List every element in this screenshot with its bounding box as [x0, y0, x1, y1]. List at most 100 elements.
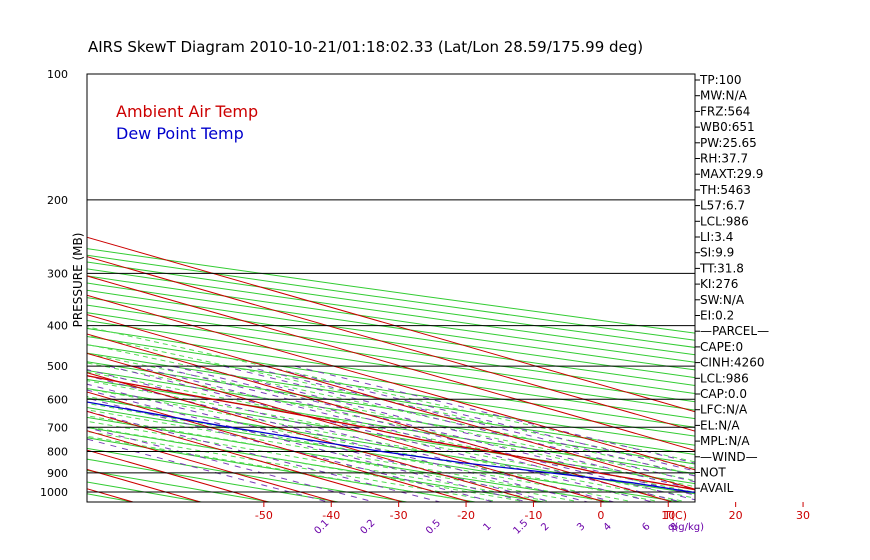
dry-adiabat [87, 369, 695, 465]
index-item: LCL:986 [700, 214, 749, 228]
mixing-ratio-tick-label: 4 [602, 521, 614, 533]
legend: Ambient Air Temp Dew Point Temp [116, 102, 258, 143]
moist-adiabat [87, 380, 695, 499]
isotherm [87, 430, 338, 502]
index-item: L57:6.7 [700, 199, 745, 213]
mixing-ratio-line [87, 383, 554, 502]
bottom-temp-tick-label: -40 [322, 509, 340, 522]
isotherm [87, 314, 695, 490]
y-axis-label: PRESSURE (MB) [71, 233, 85, 328]
mixing-ratio-line [194, 365, 695, 490]
index-item: LFC:N/A [700, 403, 748, 417]
bottom-temp-tick-label: -10 [524, 509, 542, 522]
isotherm [87, 352, 607, 502]
index-item: FRZ:564 [700, 104, 750, 118]
chart-title: AIRS SkewT Diagram 2010-10-21/01:18:02.3… [88, 38, 643, 56]
isotherm [87, 275, 695, 452]
dry-adiabat [87, 304, 695, 395]
grid-lines [0, 74, 695, 503]
isotherm [87, 294, 695, 471]
legend-item-ambient: Ambient Air Temp [116, 102, 258, 121]
bottom-temp-unit-label: T(C) [663, 509, 687, 522]
mixing-ratio-line [87, 438, 331, 502]
index-item: —PARCEL— [700, 324, 769, 338]
ambient-temp-line [87, 375, 695, 491]
bottom-temp-tick-label: 30 [796, 509, 810, 522]
moist-adiabat [87, 362, 695, 488]
pressure-tick-label: 200 [47, 194, 68, 207]
index-item: TP:100 [699, 73, 742, 87]
dry-adiabat [87, 361, 695, 456]
index-item: LI:3.4 [700, 230, 733, 244]
mixing-ratio-line [87, 389, 530, 502]
mixing-ratio-tick-label: 3 [575, 521, 587, 533]
index-item: CINH:4260 [700, 356, 765, 370]
dry-adiabat [87, 335, 695, 428]
bottom-temp-tick-label: -30 [390, 509, 408, 522]
moist-adiabat [87, 402, 628, 502]
index-item: EI:0.2 [700, 309, 734, 323]
index-item: MW:N/A [700, 89, 748, 103]
mixing-ratio-line [87, 375, 590, 502]
mixing-ratio-tick-label: 0.5 [424, 518, 443, 537]
mixing-ratio-tick-label: 6 [640, 521, 652, 533]
plot-frame [86, 73, 696, 503]
index-item: WB0:651 [700, 120, 755, 134]
moist-adiabat [87, 426, 521, 502]
bottom-temp-tick-label: 10 [661, 509, 675, 522]
pressure-tick-label: 300 [47, 267, 68, 280]
pressure-tick-label: 800 [47, 445, 68, 458]
index-item: MPL:N/A [700, 434, 750, 448]
moist-adiabat [87, 420, 547, 502]
mixing-ratio-line [223, 365, 695, 483]
pressure-tick-label: 100 [47, 68, 68, 81]
mixing-ratio-unit-label: q(g/kg) [668, 522, 704, 533]
mixing-ratio-tick-label: 2 [539, 521, 551, 533]
moist-adiabat [87, 415, 574, 502]
legend-item-dewpoint: Dew Point Temp [116, 124, 244, 143]
pressure-tick-label: 900 [47, 467, 68, 480]
index-item: MAXT:29.9 [700, 167, 763, 181]
index-item: NOT [700, 466, 726, 480]
mixing-ratio-tick-label: 0.2 [358, 518, 377, 537]
isotherm [87, 410, 405, 502]
pressure-tick-label: 700 [47, 421, 68, 434]
mixing-ratio-line [264, 365, 695, 472]
dry-adiabat [87, 407, 685, 502]
index-item: CAPE:0 [700, 340, 743, 354]
isotherm [87, 236, 695, 413]
pressure-tick-label: 500 [47, 360, 68, 373]
dry-adiabat [0, 74, 68, 503]
index-item: SI:9.9 [700, 246, 734, 260]
dry-adiabat [87, 352, 695, 446]
index-item: AVAIL [700, 481, 734, 495]
moist-adiabat [87, 343, 695, 476]
isotherm [87, 256, 695, 432]
series-lines [87, 375, 695, 494]
bottom-temp-tick-label: 0 [597, 509, 604, 522]
index-item: CAP:0.0 [700, 387, 747, 401]
index-item: EL:N/A [700, 418, 740, 432]
bottom-temp-tick-label: -20 [457, 509, 475, 522]
index-item: TH:5463 [699, 183, 751, 197]
index-item: KI:276 [700, 277, 738, 291]
isotherm [87, 333, 675, 502]
dry-adiabat [87, 327, 695, 420]
index-item: SW:N/A [700, 293, 745, 307]
index-item: RH:37.7 [700, 152, 748, 166]
dry-adiabat [87, 319, 695, 411]
pressure-tick-label: 600 [47, 393, 68, 406]
bottom-temp-tick-label: 20 [729, 509, 743, 522]
bottom-temp-tick-label: -50 [255, 509, 273, 522]
pressure-tick-label: 1000 [40, 486, 68, 499]
isotherm [0, 74, 68, 503]
moist-adiabat [87, 388, 682, 502]
isotherm [87, 372, 540, 502]
index-item: LCL:986 [700, 371, 749, 385]
index-item: PW:25.65 [700, 136, 757, 150]
index-item: TT:31.8 [699, 261, 744, 275]
index-item: —WIND— [700, 450, 758, 464]
mixing-ratio-line [108, 365, 655, 502]
